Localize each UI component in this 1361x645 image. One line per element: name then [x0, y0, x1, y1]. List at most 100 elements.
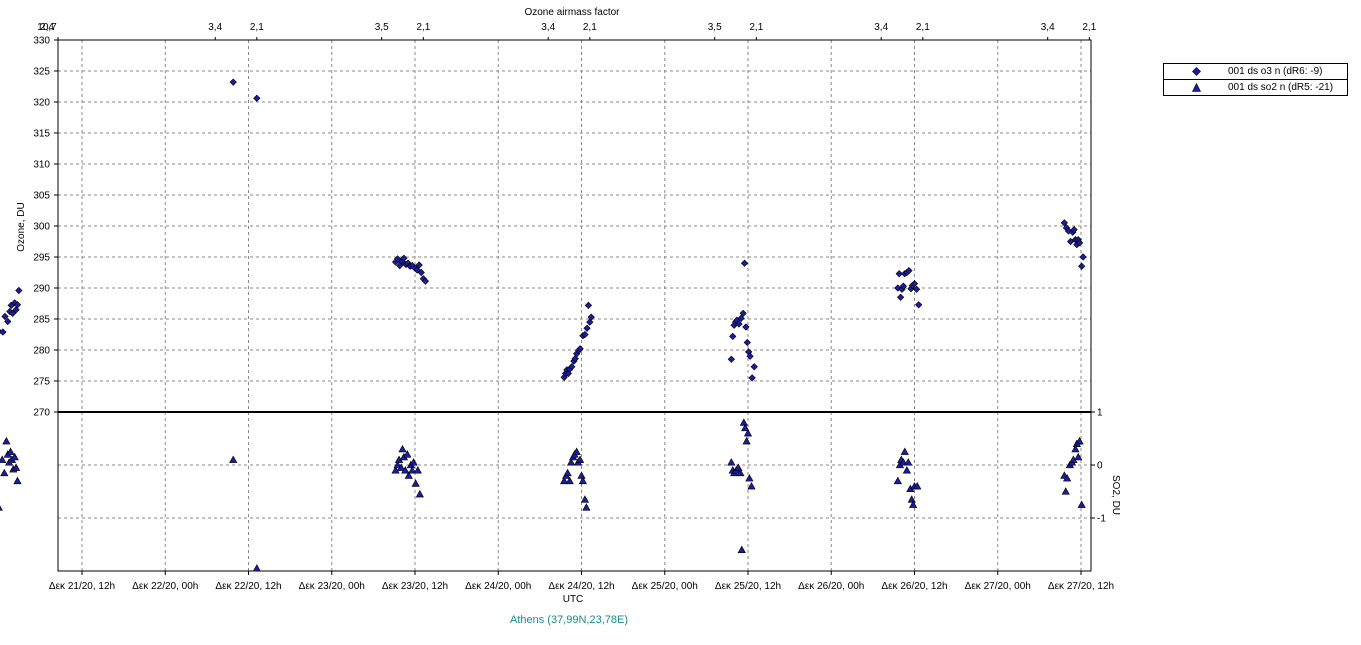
so2-point: [566, 458, 576, 466]
ozone-point: [421, 277, 430, 285]
top-airmass-axis: 2,410,7 3,4 2,1 3,5 2,1 3,4 2,1 3,5 2,1 3,4 2,1 3,4…: [37, 22, 1097, 40]
so2-point: [737, 545, 746, 553]
so2-point: [572, 447, 581, 455]
top-tick-label: 3,4: [541, 22, 555, 33]
ozone-tick-label: 310: [33, 160, 50, 171]
so2-point: [408, 466, 417, 474]
so2-point: [13, 476, 22, 485]
ozone-point: [13, 301, 22, 309]
so2-point: [736, 468, 745, 477]
so2-point: [2, 436, 11, 445]
ozone-point: [586, 318, 594, 326]
ozone-axis-title: Ozone, DU: [16, 202, 27, 251]
x-tick-label: Δεκ 24/20, 00h: [465, 581, 531, 592]
x-tick-label: Δεκ 27/20, 00h: [965, 581, 1031, 592]
so2-point: [391, 466, 400, 474]
so2-point: [1063, 474, 1072, 482]
legend: 001 ds o3 n (dR6: -9) 001 ds so2 n (dR5:…: [1163, 63, 1348, 96]
ozone-point: [750, 363, 758, 371]
ozone-point: [571, 355, 579, 363]
x-tick-label: Δεκ 22/20, 00h: [132, 581, 198, 592]
ozone-tick-label: 325: [33, 67, 50, 78]
so2-point: [403, 450, 412, 458]
top-tick-label: 10,7: [37, 22, 57, 33]
so2-point: [734, 463, 743, 471]
ozone-point: [899, 282, 908, 290]
ozone-tick-label: 330: [33, 36, 50, 47]
top-tick-label: 3,4: [874, 22, 888, 33]
ozone-tick-label: 275: [33, 377, 50, 388]
so2-point: [411, 479, 420, 487]
x-axis-title: UTC: [563, 594, 584, 605]
so2-point: [229, 455, 238, 463]
top-tick-label: 2,1: [416, 22, 430, 33]
so2-point: [6, 447, 15, 455]
so2-point: [582, 503, 591, 511]
x-tick-label: Δεκ 26/20, 12h: [881, 581, 947, 592]
so2-point: [899, 458, 908, 466]
ozone-point: [910, 280, 919, 288]
ozone-point: [737, 314, 745, 323]
top-tick-label: 3,4: [208, 22, 222, 33]
x-tick-label: Δεκ 25/20, 00h: [632, 581, 698, 592]
so2-point: [398, 444, 407, 453]
so2-point: [742, 436, 751, 445]
so2-tick-label: 1: [1097, 408, 1103, 419]
so2-point: [739, 418, 748, 426]
ozone-point: [742, 323, 750, 331]
ozone-point: [0, 328, 7, 336]
so2-axis: 1 0 -1: [1091, 408, 1106, 525]
ozone-point: [1070, 226, 1078, 234]
top-tick-label: 2,1: [583, 22, 597, 33]
ozone-point: [1060, 219, 1068, 227]
x-tick-label: Δεκ 22/20, 12h: [215, 581, 281, 592]
ozone-point: [894, 284, 902, 292]
grid-lines: [58, 40, 1091, 571]
so2-point: [727, 458, 736, 466]
data-points: [0, 78, 1087, 572]
so2-point: [745, 474, 754, 482]
ozone-point: [912, 285, 921, 293]
so2-point: [741, 423, 750, 432]
ozone-tick-label: 270: [33, 408, 50, 419]
diamond-marker-icon: [1192, 67, 1201, 76]
so2-point: [397, 463, 406, 471]
ozone-point: [587, 313, 595, 321]
ozone-point: [735, 320, 743, 328]
so2-point: [0, 455, 7, 463]
ozone-tick-label: 320: [33, 98, 50, 109]
ozone-point: [9, 309, 17, 318]
triangle-marker-icon: [1192, 83, 1201, 92]
so2-point: [413, 466, 422, 474]
ozone-axis: 270 275 280 285 290 295 300 305 310 315 320 325 330: [33, 36, 58, 419]
so2-point: [404, 471, 413, 479]
so2-point: [1061, 487, 1070, 495]
so2-point: [1075, 436, 1084, 445]
so2-point: [577, 471, 586, 479]
so2-point: [902, 466, 911, 474]
so2-tick-label: 0: [1097, 461, 1103, 472]
ozone-point: [400, 254, 408, 262]
ozone-point: [1078, 262, 1086, 270]
so2-point: [1074, 452, 1083, 461]
location-label: Athens (37,99N,23,78E): [510, 614, 628, 626]
top-tick-label: 2,1: [749, 22, 763, 33]
ozone-point: [740, 259, 749, 267]
ozone-point: [729, 332, 737, 340]
ozone-point: [253, 94, 261, 102]
ozone-tick-label: 315: [33, 129, 50, 140]
ozone-point: [417, 268, 425, 277]
legend-label: 001 ds o3 n (dR6: -9): [1228, 66, 1323, 77]
ozone-tick-label: 295: [33, 253, 50, 264]
so2-point: [747, 481, 756, 490]
so2-point: [1077, 500, 1086, 508]
ozone-tick-label: 285: [33, 315, 50, 326]
ozone-point: [743, 338, 751, 347]
top-tick-label: 2,1: [1082, 22, 1096, 33]
x-tick-label: Δεκ 25/20, 12h: [715, 581, 781, 592]
ozone-tick-label: 305: [33, 191, 50, 202]
ozone-point: [584, 301, 593, 309]
x-tick-label: Δεκ 27/20, 12h: [1048, 581, 1114, 592]
so2-point: [563, 468, 572, 477]
legend-item-so2: 001 ds so2 n (dR5: -21): [1164, 79, 1347, 95]
